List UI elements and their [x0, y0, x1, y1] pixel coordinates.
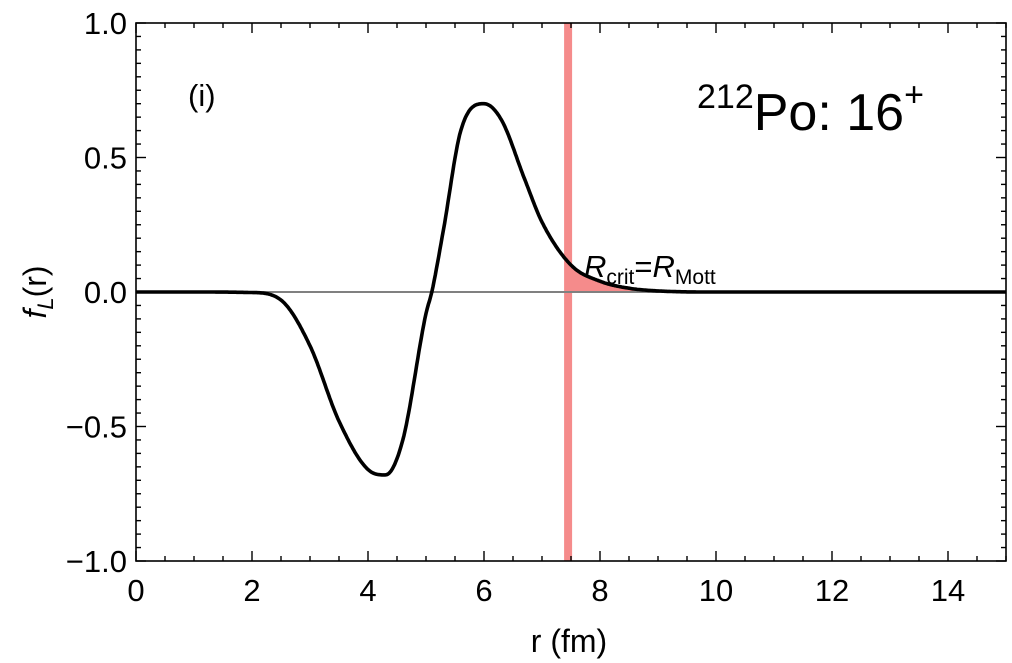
- annotation-eq: =: [634, 249, 652, 284]
- x-tick-labels: 0 2 4 6 8 10 12 14: [127, 573, 965, 608]
- tick-layer: [135, 22, 1007, 562]
- y-tick-label: −1.0: [66, 544, 127, 579]
- panel-label: (i): [188, 78, 216, 113]
- y-tick-label: 0.5: [84, 141, 127, 176]
- annotation-sub1: crit: [606, 266, 634, 289]
- annotation-rcrit-rmott: Rcrit=RMott: [584, 249, 716, 289]
- series-line: [135, 101, 1007, 477]
- x-tick-label: 14: [931, 573, 965, 608]
- y-axis-title: fL(r): [17, 265, 58, 318]
- shade-layer: [568, 262, 1006, 292]
- chart-title-sup: +: [904, 76, 924, 114]
- annotation-r1: R: [584, 249, 606, 284]
- x-tick-label: 0: [127, 573, 144, 608]
- x-tick-label: 8: [591, 573, 608, 608]
- shaded-region: [568, 262, 1006, 292]
- y-tick-label: 0.0: [84, 275, 127, 310]
- x-axis-title: r (fm): [531, 623, 607, 659]
- series-layer: [135, 101, 1007, 477]
- chart-title-mass: 212: [697, 78, 754, 116]
- x-tick-label: 12: [815, 573, 849, 608]
- x-tick-label: 2: [243, 573, 260, 608]
- y-axis-title-sub: L: [33, 297, 58, 309]
- annotation-sub2: Mott: [675, 266, 716, 289]
- chart-title: 212Po: 16+: [697, 76, 924, 142]
- y-tick-labels: −1.0 −0.5 0.0 0.5 1.0: [66, 6, 127, 579]
- chart-title-element: Po: 16: [754, 84, 904, 142]
- x-tick-label: 4: [359, 573, 376, 608]
- y-tick-label: 1.0: [84, 6, 127, 41]
- x-tick-label: 6: [475, 573, 492, 608]
- annotation-r2: R: [653, 249, 675, 284]
- x-tick-label: 10: [699, 573, 733, 608]
- y-axis-title-rest: (r): [17, 265, 53, 297]
- y-tick-label: −0.5: [66, 410, 127, 445]
